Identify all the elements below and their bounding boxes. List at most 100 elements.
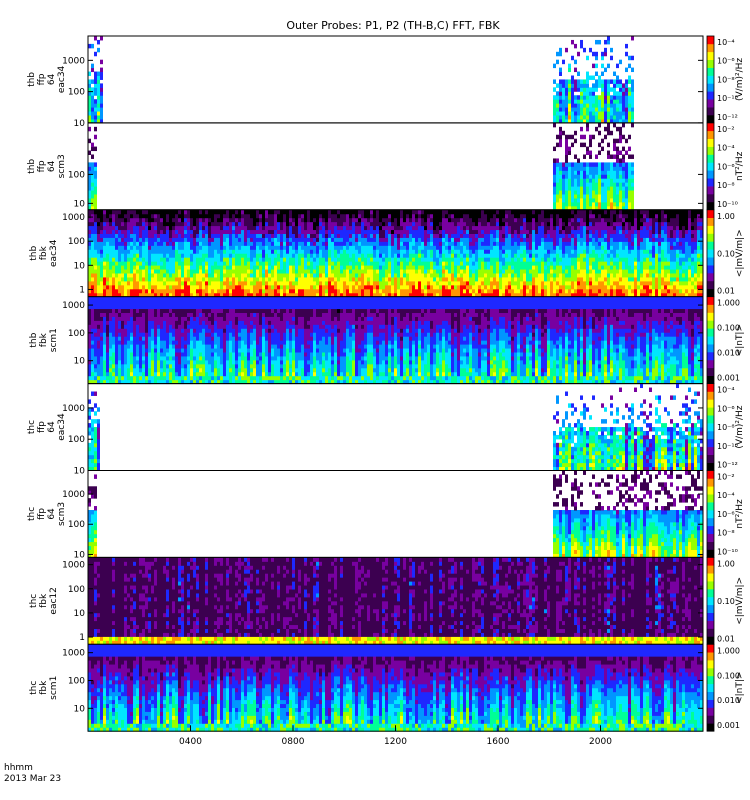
spectrogram-cell <box>280 284 283 290</box>
spectrogram-cell <box>544 269 547 274</box>
spectrogram-cell <box>628 213 631 219</box>
spectrogram-cell <box>559 257 562 262</box>
colorbar-segment <box>707 170 714 179</box>
spectrogram-cell <box>97 276 100 282</box>
spectrogram-cell <box>163 213 166 219</box>
spectrogram-cell <box>172 245 175 250</box>
spectrogram-cell <box>310 209 313 215</box>
spectrogram-cell <box>526 280 529 286</box>
spectrogram-cell <box>577 217 580 223</box>
spectrogram-cell <box>91 111 94 116</box>
spectrogram-cell <box>148 229 151 234</box>
spectrogram-cell <box>619 103 622 108</box>
spectrogram-cell <box>574 229 577 234</box>
spectrogram-cell <box>400 245 403 250</box>
spectrogram-cell <box>148 209 151 215</box>
spectrogram-cell <box>217 292 220 298</box>
y-axis-label: thb ffp 64 eac34 <box>27 65 67 93</box>
spectrogram-cell <box>619 197 622 203</box>
spectrogram-cell <box>514 276 517 282</box>
spectrogram-cell <box>337 276 340 282</box>
spectrogram-cell <box>430 284 433 290</box>
spectrogram-cell <box>538 229 541 234</box>
spectrogram-cell <box>490 273 493 278</box>
spectrogram-cell <box>595 225 598 231</box>
spectrogram-cell <box>595 118 598 124</box>
y-tick-label: 1000 <box>62 56 85 66</box>
spectrogram-cell <box>148 261 151 266</box>
spectrogram-cell <box>124 280 127 286</box>
spectrogram-cell <box>553 221 556 227</box>
spectrogram-cell <box>385 284 388 290</box>
spectrogram-cell <box>523 241 526 246</box>
spectrogram-cell <box>109 237 112 242</box>
spectrogram-cell <box>505 261 508 266</box>
spectrogram-cell <box>112 233 115 238</box>
spectrogram-cell <box>160 209 163 215</box>
spectrogram-cell <box>613 249 616 254</box>
spectrogram-cell <box>442 241 445 246</box>
spectrogram-cell <box>109 292 112 298</box>
spectrogram-cell <box>502 265 505 270</box>
spectrogram-cell <box>628 229 631 234</box>
spectrogram-cell <box>121 265 124 270</box>
spectrogram-cell <box>253 280 256 286</box>
spectrogram-cell <box>445 284 448 290</box>
spectrogram-cell <box>490 217 493 223</box>
spectrogram-cell <box>280 261 283 266</box>
spectrogram-cell <box>619 158 622 163</box>
spectrogram-cell <box>376 245 379 250</box>
spectrogram-cell <box>625 186 628 191</box>
spectrogram-cell <box>490 284 493 290</box>
y-label-line: ffp <box>37 160 47 172</box>
spectrogram-cell <box>604 269 607 274</box>
spectrogram-cell <box>577 288 580 294</box>
spectrogram-cell <box>163 209 166 215</box>
spectrogram-cell <box>574 79 577 84</box>
spectrogram-cell <box>484 261 487 266</box>
spectrogram-cell <box>349 245 352 250</box>
spectrogram-cell <box>613 146 616 152</box>
spectrogram-cell <box>157 284 160 290</box>
spectrogram-cell <box>328 221 331 227</box>
spectrogram-cell <box>88 253 91 258</box>
spectrogram-cell <box>91 166 94 171</box>
spectrogram-cell <box>571 91 574 96</box>
spectrogram-cell <box>628 253 631 258</box>
spectrogram-cell <box>220 249 223 254</box>
spectrogram-cell <box>124 241 127 246</box>
spectrogram-cell <box>229 221 232 227</box>
spectrogram-cell <box>622 115 625 120</box>
spectrogram-cell <box>604 178 607 183</box>
spectrogram-cell <box>295 237 298 242</box>
spectrogram-cell <box>160 284 163 290</box>
spectrogram-cell <box>325 261 328 266</box>
spectrogram-cell <box>178 261 181 266</box>
spectrogram-cell <box>343 276 346 282</box>
spectrogram-cell <box>436 233 439 238</box>
spectrogram-cell <box>559 253 562 258</box>
spectrogram-cell <box>436 280 439 286</box>
spectrogram-cell <box>241 288 244 294</box>
spectrogram-cell <box>136 265 139 270</box>
spectrogram-cell <box>184 241 187 246</box>
spectrogram-cell <box>535 292 538 298</box>
spectrogram-cell <box>97 221 100 227</box>
spectrogram-cell <box>619 126 622 132</box>
spectrogram-cell <box>607 217 610 223</box>
spectrogram-cell <box>520 217 523 223</box>
spectrogram-cell <box>310 273 313 278</box>
spectrogram-cell <box>562 249 565 254</box>
spectrogram-cell <box>592 103 595 108</box>
spectrogram-cell <box>487 225 490 231</box>
spectrogram-cell <box>199 225 202 231</box>
spectrogram-cell <box>577 182 580 187</box>
spectrogram-cell <box>181 209 184 215</box>
spectrogram-cell <box>589 111 592 116</box>
spectrogram-cell <box>586 229 589 234</box>
spectrogram-image-thb-ffp-scm3 <box>88 122 634 211</box>
spectrogram-cell <box>214 284 217 290</box>
spectrogram-cell <box>112 273 115 278</box>
spectrogram-cell <box>280 233 283 238</box>
spectrogram-cell <box>565 221 568 227</box>
